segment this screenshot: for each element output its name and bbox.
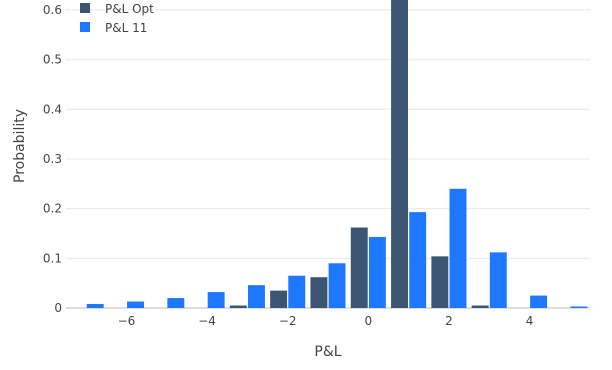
bar-pl-11[interactable] <box>328 263 346 308</box>
y-tick-label: 0.1 <box>43 251 62 265</box>
bar-pl-11[interactable] <box>570 306 588 308</box>
axes-layer: 0 0.1 0.2 0.3 0.4 0.5 0.6 −6 −4 −2 0 2 4 <box>43 3 533 328</box>
bar-pl-11[interactable] <box>368 236 386 308</box>
x-tick-label: −6 <box>118 314 136 328</box>
legend-swatch-pl-11 <box>80 22 90 32</box>
bar-pl-opt[interactable] <box>229 305 247 308</box>
legend-swatch-pl-opt <box>80 3 90 13</box>
y-tick-label: 0.6 <box>43 3 62 17</box>
x-axis-title: P&L <box>314 344 341 360</box>
bar-pl-opt[interactable] <box>310 277 328 308</box>
bar-pl-11[interactable] <box>86 304 104 308</box>
x-tick-label: −4 <box>198 314 216 328</box>
y-tick-label: 0.4 <box>43 102 62 116</box>
x-tick-label: −2 <box>279 314 297 328</box>
bars-layer <box>86 0 588 308</box>
bar-pl-11[interactable] <box>247 285 265 308</box>
grid-layer <box>66 9 590 309</box>
bar-pl-opt[interactable] <box>391 0 409 308</box>
bar-pl-opt[interactable] <box>471 305 489 308</box>
legend-item-pl-11[interactable]: P&L 11 <box>80 21 147 35</box>
bar-pl-opt[interactable] <box>270 290 288 308</box>
legend-label-pl-11: P&L 11 <box>105 21 147 35</box>
bar-pl-11[interactable] <box>288 275 306 308</box>
legend[interactable]: P&L Opt P&L 11 <box>80 2 154 35</box>
bar-pl-11[interactable] <box>409 212 427 308</box>
bar-pl-11[interactable] <box>167 298 185 308</box>
y-tick-label: 0.5 <box>43 53 62 67</box>
y-tick-label: 0.2 <box>43 202 62 216</box>
bar-pl-11[interactable] <box>207 292 225 308</box>
bar-pl-11[interactable] <box>489 252 507 308</box>
bar-pl-opt[interactable] <box>350 227 368 308</box>
legend-item-pl-opt[interactable]: P&L Opt <box>80 2 154 16</box>
bar-pl-11[interactable] <box>530 295 548 308</box>
y-tick-label: 0.3 <box>43 152 62 166</box>
bar-pl-11[interactable] <box>449 188 467 308</box>
y-axis-title: Probability <box>12 109 28 183</box>
bar-pl-11[interactable] <box>127 301 144 308</box>
legend-label-pl-opt: P&L Opt <box>105 2 154 16</box>
x-tick-label: 4 <box>526 314 534 328</box>
x-tick-label: 0 <box>364 314 372 328</box>
bar-pl-opt[interactable] <box>431 256 449 308</box>
y-tick-label: 0 <box>54 301 62 315</box>
x-tick-label: 2 <box>445 314 453 328</box>
